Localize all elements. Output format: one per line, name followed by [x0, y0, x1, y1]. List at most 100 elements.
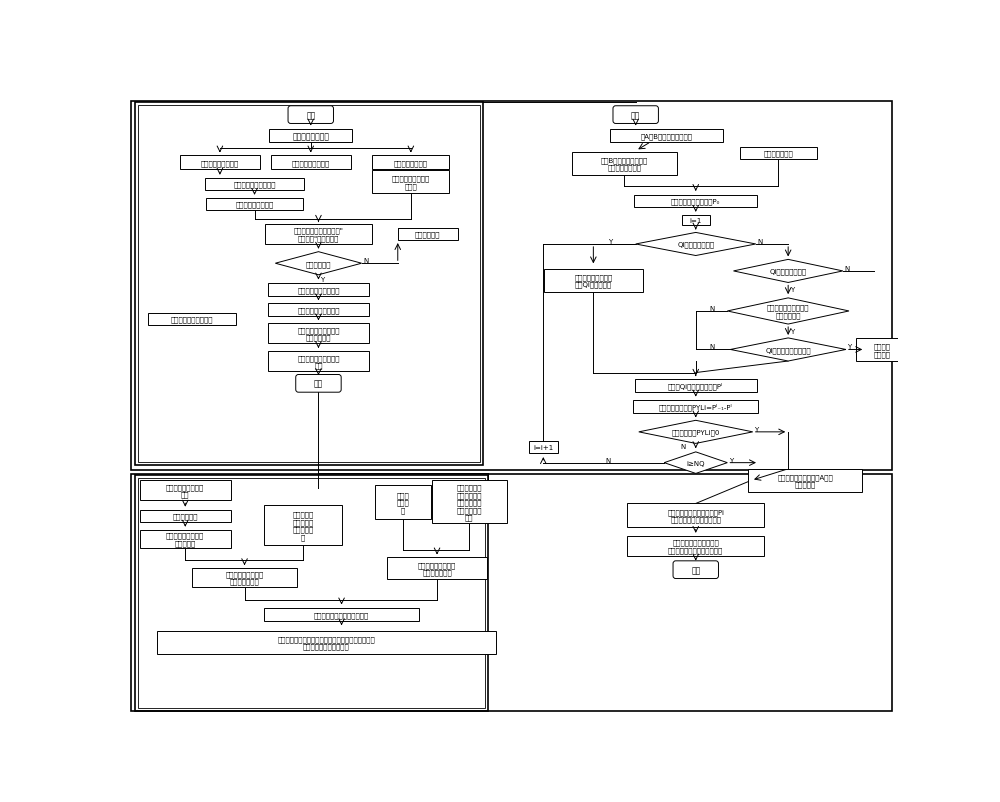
- Bar: [627, 504, 764, 527]
- Text: Qi中只有风光机组: Qi中只有风光机组: [770, 269, 807, 275]
- Polygon shape: [664, 452, 727, 474]
- Bar: [140, 480, 231, 500]
- FancyBboxPatch shape: [673, 561, 718, 579]
- Bar: [264, 609, 419, 621]
- Text: 风电出力预测与负荷
预测: 风电出力预测与负荷 预测: [166, 484, 204, 498]
- Text: 生成各个常规电源机
组调峰能力指标: 生成各个常规电源机 组调峰能力指标: [225, 570, 264, 585]
- Text: N: N: [680, 444, 686, 450]
- Polygon shape: [730, 338, 846, 362]
- Bar: [135, 103, 483, 465]
- Text: 余留负荷曲线PYLi为0: 余留负荷曲线PYLi为0: [672, 429, 720, 435]
- Bar: [131, 102, 892, 471]
- Text: 各机组的开机方式，
调峰容量比: 各机组的开机方式， 调峰容量比: [166, 532, 204, 546]
- Text: Y: Y: [608, 238, 612, 245]
- Bar: [856, 338, 908, 362]
- Text: 高数能
负荷类
型: 高数能 负荷类 型: [397, 492, 410, 513]
- Text: 开始: 开始: [631, 111, 640, 120]
- Bar: [140, 530, 231, 549]
- Polygon shape: [275, 253, 362, 275]
- Bar: [544, 269, 643, 293]
- Bar: [268, 324, 369, 344]
- Text: 划分带聚合群所在区域: 划分带聚合群所在区域: [233, 181, 276, 188]
- Polygon shape: [636, 233, 756, 256]
- Bar: [633, 401, 758, 413]
- Text: Y: Y: [729, 457, 733, 463]
- FancyBboxPatch shape: [613, 107, 658, 124]
- Bar: [572, 152, 677, 176]
- Text: 确定群Qi的日前计划曲线Pᴵ: 确定群Qi的日前计划曲线Pᴵ: [668, 383, 723, 390]
- Text: 三级协调
调峰模式: 三级协调 调峰模式: [874, 343, 891, 357]
- Text: 结束: 结束: [691, 565, 700, 574]
- Text: Y: Y: [847, 344, 852, 350]
- Text: Y: Y: [754, 426, 759, 432]
- Text: N: N: [605, 457, 610, 463]
- Text: N: N: [710, 344, 715, 350]
- Text: 更新各个区的日前计划曲线Pi
及群内各机组日前计划曲线: 更新各个区的日前计划曲线Pi 及群内各机组日前计划曲线: [667, 508, 724, 522]
- Bar: [135, 476, 488, 711]
- Bar: [529, 442, 558, 454]
- Text: N: N: [710, 306, 715, 311]
- Text: 高数能负荷可
调空间，上调
时间，处理调
型速率，调节
次数: 高数能负荷可 调空间，上调 时间，处理调 型速率，调节 次数: [457, 484, 482, 520]
- Text: 开始: 开始: [306, 111, 315, 120]
- Text: 重要联络线稳定限额: 重要联络线稳定限额: [292, 160, 330, 167]
- Bar: [398, 229, 458, 241]
- Text: N: N: [757, 238, 763, 245]
- Bar: [264, 505, 342, 545]
- Bar: [372, 171, 449, 194]
- Text: 生产各个负向电源机
组调峰能力指标: 生产各个负向电源机 组调峰能力指标: [418, 561, 456, 576]
- Text: 计算各节点间最短电
气距离: 计算各节点间最短电 气距离: [392, 176, 430, 189]
- Text: 确定各群聚合中心节点: 确定各群聚合中心节点: [297, 287, 340, 294]
- Polygon shape: [727, 298, 849, 325]
- Text: 根据群内机组调峰能力，
按群调峰任务分配给各个机组: 根据群内机组调峰能力， 按群调峰任务分配给各个机组: [668, 539, 723, 553]
- Text: i=i+1: i=i+1: [533, 444, 553, 451]
- Text: 生成余留负荷曲线PYLi=Pᴵ₋₁-Pᴵ: 生成余留负荷曲线PYLi=Pᴵ₋₁-Pᴵ: [659, 403, 733, 411]
- Text: 峰效负荷曲线: 峰效负荷曲线: [173, 512, 198, 520]
- Text: 得到最终电源聚合分群
结果: 得到最终电源聚合分群 结果: [297, 354, 340, 369]
- Text: 采用逐次切负荷法确
定群Qi的工作位置: 采用逐次切负荷法确 定群Qi的工作位置: [574, 273, 612, 288]
- Bar: [387, 557, 487, 579]
- Text: 提取电网结构参数: 提取电网结构参数: [292, 132, 329, 140]
- Text: Y: Y: [790, 287, 794, 293]
- Text: 调整聚合中心: 调整聚合中心: [415, 231, 441, 238]
- Bar: [375, 485, 431, 519]
- Bar: [268, 304, 369, 316]
- Text: 预确定各群聚合中心: 预确定各群聚合中心: [235, 201, 274, 208]
- Text: Qi中存在负向电源机组: Qi中存在负向电源机组: [765, 346, 811, 354]
- Text: 确定各群聚合中心节点: 确定各群聚合中心节点: [171, 316, 213, 322]
- FancyBboxPatch shape: [288, 107, 333, 124]
- Bar: [269, 130, 352, 143]
- Bar: [271, 156, 351, 170]
- Text: 统计群内机
组的调峰速
率，启停时
间: 统计群内机 组的调峰速 率，启停时 间: [292, 511, 314, 540]
- Bar: [192, 569, 297, 587]
- Text: 统计各种聚合分群串道: 统计各种聚合分群串道: [297, 306, 340, 314]
- Polygon shape: [639, 421, 753, 444]
- Bar: [138, 479, 485, 708]
- FancyBboxPatch shape: [296, 375, 341, 393]
- Bar: [206, 199, 303, 211]
- Bar: [740, 148, 817, 160]
- Text: N: N: [844, 265, 850, 272]
- Text: 计算各电源与聚合中心的"
关联指数"并统计分布: 计算各电源与聚合中心的" 关联指数"并统计分布: [294, 228, 343, 241]
- Text: N: N: [363, 257, 368, 264]
- Text: 各电源空间分布特性: 各电源空间分布特性: [201, 160, 239, 167]
- Polygon shape: [733, 260, 843, 283]
- Bar: [682, 216, 710, 226]
- Bar: [131, 475, 892, 711]
- Bar: [634, 196, 757, 208]
- Bar: [627, 536, 764, 556]
- Bar: [268, 284, 369, 296]
- Text: 预测风光电出力: 预测风光电出力: [763, 151, 793, 157]
- Bar: [138, 106, 480, 462]
- Bar: [205, 179, 304, 191]
- Text: 统计结果合理: 统计结果合理: [306, 261, 331, 267]
- Text: 生成各个群综合调峰能力指标: 生成各个群综合调峰能力指标: [314, 611, 369, 618]
- Bar: [432, 480, 507, 524]
- Text: 根据综合调峰能力指标对各个群逐使用优先度排序，
得到各个群调峰相应次序: 根据综合调峰能力指标对各个群逐使用优先度排序， 得到各个群调峰相应次序: [277, 635, 375, 650]
- Text: Y: Y: [790, 329, 794, 334]
- Bar: [610, 130, 723, 143]
- Bar: [635, 380, 757, 392]
- Bar: [180, 156, 260, 170]
- Text: 生成总体等效负荷曲线P₀: 生成总体等效负荷曲线P₀: [671, 198, 720, 205]
- Text: 将剩余电源功率外送到A主网
或其他地区: 将剩余电源功率外送到A主网 或其他地区: [777, 474, 833, 488]
- Text: 利用模糊聚类算法确定
各电源归属群: 利用模糊聚类算法确定 各电源归属群: [297, 326, 340, 341]
